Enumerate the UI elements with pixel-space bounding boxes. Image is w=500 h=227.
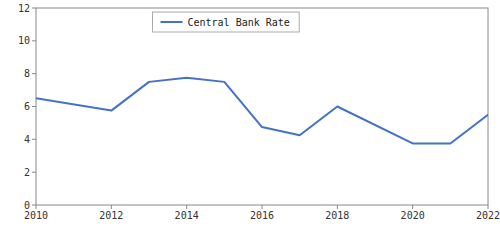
x-tick	[111, 205, 112, 209]
y-tick	[32, 8, 36, 9]
series-line	[36, 78, 488, 144]
x-tick	[488, 205, 489, 209]
x-tick-label: 2018	[325, 210, 349, 221]
y-tick	[32, 40, 36, 41]
plot-frame	[36, 8, 488, 205]
x-tick	[262, 205, 263, 209]
x-tick-label: 2012	[99, 210, 123, 221]
x-tick-label: 2010	[24, 210, 48, 221]
plot-area	[36, 78, 488, 144]
x-tick-label: 2020	[401, 210, 425, 221]
x-tick	[186, 205, 187, 209]
background	[0, 0, 500, 227]
x-tick	[36, 205, 37, 209]
y-tick-label: 2	[24, 167, 30, 178]
y-axis: 0 2 4 6 8 10 12	[18, 3, 36, 211]
x-tick-label: 2014	[175, 210, 199, 221]
legend-box	[152, 12, 299, 32]
x-axis: 2010 2012 2014 2016 2018 2020 2022	[24, 205, 500, 221]
y-tick	[32, 139, 36, 140]
y-tick-label: 8	[24, 68, 30, 79]
x-tick-label: 2016	[250, 210, 274, 221]
x-tick-label: 2022	[476, 210, 500, 221]
legend-swatch	[160, 21, 182, 23]
y-tick-label: 0	[24, 200, 30, 211]
y-tick	[32, 172, 36, 173]
y-tick-label: 6	[24, 101, 30, 112]
y-tick-label: 12	[18, 3, 30, 14]
y-tick	[32, 205, 36, 206]
x-tick	[337, 205, 338, 209]
x-tick	[412, 205, 413, 209]
legend: Central Bank Rate	[152, 12, 299, 32]
y-tick-label: 10	[18, 35, 30, 46]
y-tick	[32, 73, 36, 74]
y-tick-label: 4	[24, 134, 30, 145]
chart: 2010 2012 2014 2016 2018 2020 2022 0 2 4 6 8 10 12 Cen…	[0, 0, 500, 227]
y-tick	[32, 106, 36, 107]
legend-label: Central Bank Rate	[187, 17, 289, 28]
